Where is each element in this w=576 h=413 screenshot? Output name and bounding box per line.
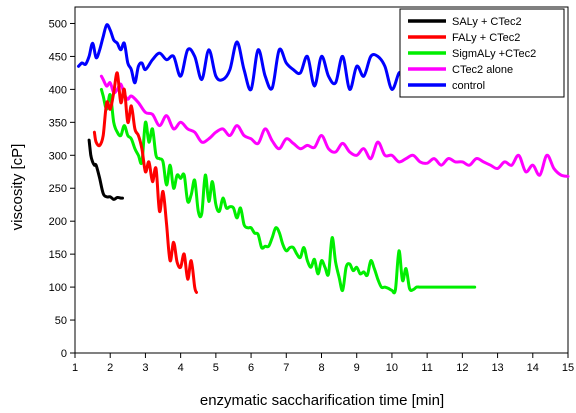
x-tick-label: 8	[318, 362, 324, 374]
legend: SALy + CTec2 FALy + CTec2 SigmALy +CTec2 CT…	[399, 8, 565, 98]
y-tick-label: 450	[49, 51, 67, 63]
x-tick-label: 1	[72, 362, 78, 374]
y-tick-label: 50	[55, 315, 67, 327]
y-tick-label: 250	[49, 183, 67, 195]
y-tick-label: 400	[49, 84, 67, 96]
x-tick-label: 11	[421, 362, 432, 374]
legend-label: control	[452, 80, 485, 92]
y-tick-label: 350	[49, 117, 67, 129]
series-line-saly-ctec2	[87, 138, 124, 201]
x-tick-label: 15	[562, 362, 574, 374]
series-layer	[77, 23, 570, 295]
series-line-faly-ctec2	[92, 71, 198, 294]
x-tick-label: 2	[107, 362, 113, 374]
x-tick-label: 12	[456, 362, 468, 374]
x-tick-label: 4	[178, 362, 184, 374]
axis-layer: 1 2 3 4 5 6 7 8 9 10 11 12 13 14 150501001502002503003…	[49, 18, 574, 374]
x-tick-label: 7	[283, 362, 289, 374]
x-axis-title: enzymatic saccharification time [min]	[200, 392, 444, 409]
y-tick-label: 200	[49, 216, 67, 228]
series-line-control	[77, 23, 404, 92]
x-tick-label: 14	[527, 362, 539, 374]
x-tick-label: 5	[213, 362, 219, 374]
y-tick-label: 500	[49, 18, 67, 30]
y-tick-label: 300	[49, 150, 67, 162]
legend-label: SigmALy +CTec2	[452, 48, 536, 60]
x-tick-label: 3	[142, 362, 148, 374]
x-tick-label: 10	[386, 362, 398, 374]
x-tick-label: 9	[354, 362, 360, 374]
legend-label: SALy + CTec2	[452, 16, 522, 28]
series-line-sigmaly-ctec2	[99, 87, 477, 295]
y-axis-title: viscosity [cP]	[9, 144, 26, 231]
x-tick-label: 6	[248, 362, 254, 374]
y-tick-label: 150	[49, 249, 67, 261]
series-line-ctec2-alone	[99, 74, 570, 178]
legend-label: FALy + CTec2	[452, 32, 520, 44]
y-tick-label: 0	[61, 348, 67, 360]
x-tick-label: 13	[491, 362, 503, 374]
y-tick-label: 100	[49, 282, 67, 294]
legend-label: CTec2 alone	[452, 64, 513, 76]
